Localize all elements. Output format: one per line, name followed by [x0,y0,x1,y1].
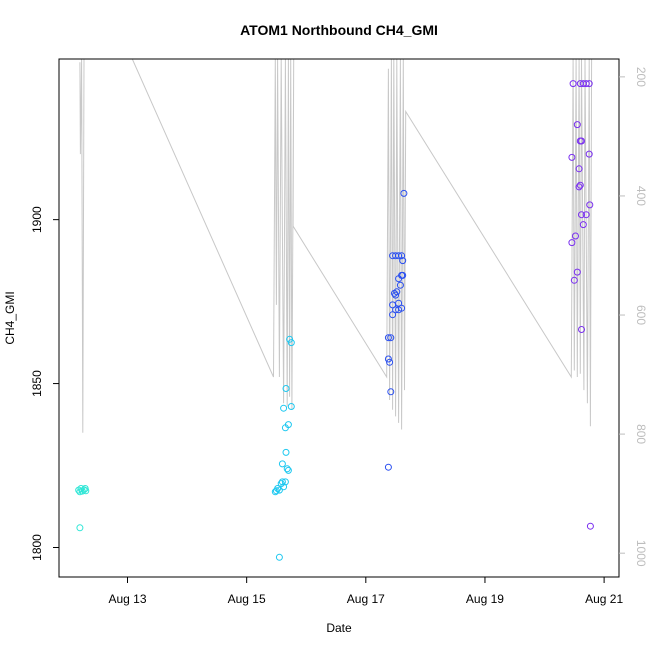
y-tick-label: 1850 [30,370,44,397]
data-point [576,181,584,189]
data-point [278,478,286,486]
data-point [280,483,288,491]
data-point [284,466,292,474]
data-point [281,478,289,486]
plot-frame [58,58,620,578]
data-point [570,276,578,284]
data-point [387,388,395,396]
data-point [287,339,295,347]
data-point [578,326,585,333]
data-point [399,271,407,279]
data-point [286,335,294,343]
data-point [386,358,394,366]
x-axis-label: Date [326,621,352,635]
y2-axis: 200 400 600 800 1000 [619,67,648,567]
data-point [275,486,283,494]
data-point [392,291,400,299]
data-point [586,201,594,209]
data-point [384,334,392,342]
data-point [585,150,593,158]
data-point [585,80,593,88]
data-point [568,239,576,247]
data-point [282,385,290,392]
data-point [283,465,291,473]
data-point [398,252,406,260]
data-point [82,487,90,495]
data-point [579,221,587,229]
y2-tick-label: 1000 [634,540,648,567]
data-point [569,80,577,88]
data-point [384,355,392,363]
data-point [282,448,290,456]
data-point [582,211,590,219]
data-point [287,403,295,410]
x-tick-label: Aug 13 [108,592,146,606]
data-point [400,189,408,197]
data-point [399,257,407,265]
data-point [395,252,403,260]
data-point [575,165,583,173]
data-point [387,334,395,342]
data-point [568,153,576,161]
data-point [280,404,288,412]
data-point [76,524,84,532]
data-point [572,232,579,240]
pressure-line [79,58,593,433]
data-point [278,460,286,468]
data-point [578,137,585,145]
y-tick-label: 1900 [30,206,44,233]
data-point [586,522,594,530]
data-point [284,421,292,429]
data-point [575,183,583,191]
x-axis: Aug 13 Aug 15 Aug 17 Aug 19 Aug 21 [108,577,623,606]
data-point [395,299,403,307]
x-tick-label: Aug 19 [466,592,504,606]
data-point [573,121,581,129]
y2-tick-label: 200 [634,67,648,87]
data-point [573,268,581,276]
chart-title: ATOM1 Northbound CH4_GMI [240,22,438,38]
y2-tick-label: 400 [634,186,648,206]
data-point [275,553,283,561]
y-axis-label: CH4_GMI [3,291,17,344]
y2-tick-label: 800 [634,424,648,444]
data-point [393,288,401,296]
y-axis: 1800 1850 1900 [30,206,59,561]
x-tick-label: Aug 21 [585,592,623,606]
data-point [396,281,404,289]
x-tick-label: Aug 15 [228,592,266,606]
x-tick-label: Aug 17 [347,592,385,606]
data-point [384,463,392,471]
data-point [582,80,590,88]
pressure-line-layer [79,58,593,433]
points-layer [75,80,594,561]
y2-tick-label: 600 [634,305,648,325]
data-point [389,311,397,319]
data-point [578,211,585,219]
y-tick-label: 1800 [30,534,44,561]
data-point [398,304,406,312]
